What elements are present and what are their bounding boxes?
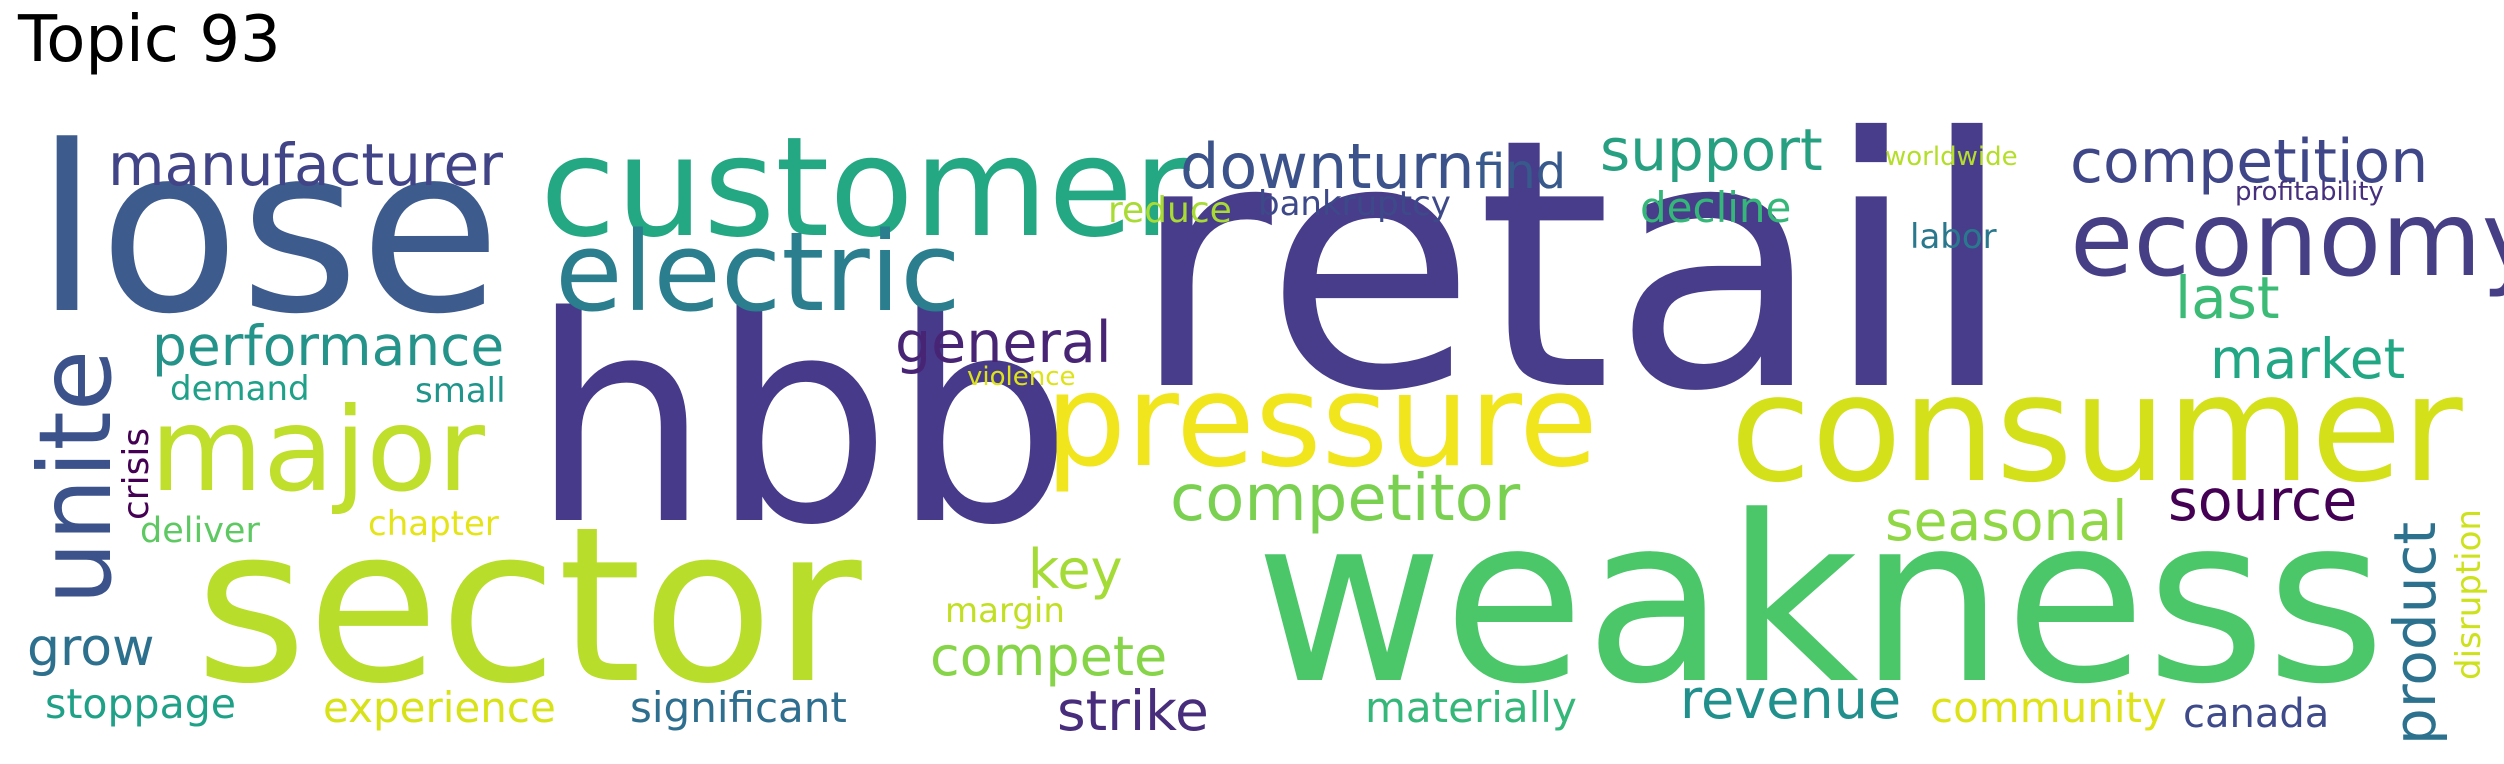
word-crisis: crisis <box>116 428 157 520</box>
word-market: market <box>2210 327 2405 391</box>
word-worldwide: worldwide <box>1885 142 2018 172</box>
word-reduce: reduce <box>1108 190 1232 231</box>
word-sector: sector <box>195 480 862 731</box>
figure-title: Topic 93 <box>18 3 281 77</box>
word-electric: electric <box>555 208 961 336</box>
word-community: community <box>1930 683 2167 732</box>
word-product: product <box>2381 522 2449 745</box>
word-unite: unite <box>17 350 134 605</box>
word-general: general <box>895 310 1112 376</box>
word-labor: labor <box>1910 217 1997 257</box>
word-revenue: revenue <box>1680 668 1901 731</box>
word-profitability: profitability <box>2235 177 2384 207</box>
word-materially: materially <box>1365 683 1577 732</box>
word-hbb: hbb <box>530 256 1072 588</box>
word-retail: retail <box>1130 66 2015 467</box>
word-pressure: pressure <box>1045 347 1598 496</box>
word-competition: competition <box>2070 127 2428 197</box>
word-decline: decline <box>1640 183 1791 232</box>
word-manufacturer: manufacturer <box>108 131 503 199</box>
word-competitor: competitor <box>1170 462 1521 536</box>
word-downturn: downturn <box>1180 130 1475 203</box>
word-violence: violence <box>967 362 1076 392</box>
word-lose: lose <box>35 98 501 365</box>
word-deliver: deliver <box>140 511 260 551</box>
word-source: source <box>2168 468 2357 534</box>
word-key: key <box>1028 538 1123 601</box>
word-weakness: weakness <box>1255 468 2386 735</box>
word-chapter: chapter <box>368 504 499 544</box>
word-customer: customer <box>540 107 1190 268</box>
word-seasonal: seasonal <box>1885 489 2127 553</box>
word-canada: canada <box>2183 691 2329 737</box>
word-support: support <box>1600 116 1823 184</box>
word-consumer: consumer <box>1730 343 2463 515</box>
word-small: small <box>415 371 506 411</box>
word-strike: strike <box>1057 679 1209 743</box>
word-margin: margin <box>945 591 1065 631</box>
word-bankruptcy: bankruptcy <box>1258 184 1451 224</box>
word-grow: grow <box>27 618 155 678</box>
word-last: last <box>2175 264 2280 332</box>
word-compete: compete <box>930 625 1167 688</box>
word-find: find <box>1475 144 1566 200</box>
word-significant: significant <box>630 683 847 732</box>
word-demand: demand <box>170 369 310 409</box>
word-disruption: disruption <box>2449 509 2489 680</box>
word-performance: performance <box>152 314 504 378</box>
word-economy: economy <box>2070 180 2504 300</box>
word-stoppage: stoppage <box>45 680 236 728</box>
word-major: major <box>150 383 485 518</box>
word-experience: experience <box>323 683 556 732</box>
